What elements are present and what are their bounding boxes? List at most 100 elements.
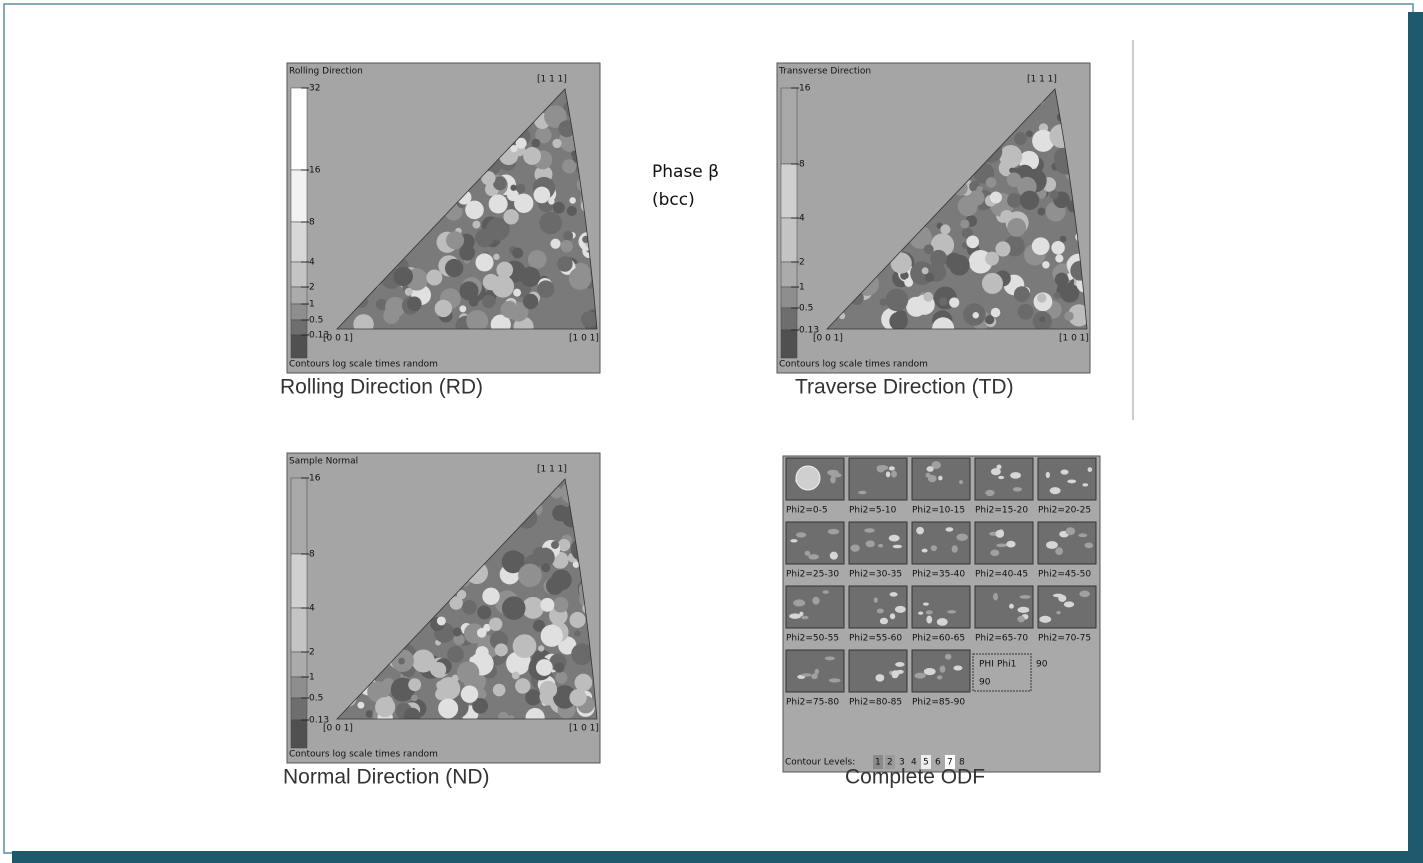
odf-spot <box>1013 487 1022 491</box>
texture-blob <box>973 312 979 318</box>
colorbar-label: 4 <box>799 214 805 224</box>
odf-section <box>975 458 1033 500</box>
colorbar-segment <box>291 652 307 677</box>
texture-blob <box>502 596 526 620</box>
texture-blob <box>548 198 554 204</box>
texture-blob <box>543 131 550 138</box>
texture-blob <box>904 278 913 287</box>
odf-spot <box>1055 547 1063 555</box>
odf-spot <box>1061 469 1069 474</box>
odf-spot <box>1066 527 1076 535</box>
odf-section-label: Phi2=40-45 <box>975 570 1028 580</box>
texture-blob <box>366 710 374 718</box>
pole-figure: Sample Normal1684210.50.13[1 1 1][0 0 1]… <box>287 453 603 763</box>
odf-spot <box>1064 601 1074 607</box>
odf-spot <box>895 662 904 667</box>
colorbar-segment <box>291 677 307 698</box>
odf-spot <box>893 545 902 548</box>
texture-blob <box>541 625 563 647</box>
pole-figure: Rolling Direction321684210.50.13[1 1 1][… <box>287 63 605 373</box>
corner-label: [1 1 1] <box>537 465 567 475</box>
colorbar-label: 2 <box>309 648 315 658</box>
colorbar-label: 1 <box>799 283 805 293</box>
texture-blob <box>523 294 538 309</box>
texture-blob <box>986 177 997 188</box>
texture-blob <box>407 296 422 311</box>
odf-section-label: Phi2=70-75 <box>1038 634 1091 644</box>
colorbar-segment <box>781 330 797 358</box>
texture-blob <box>1032 237 1050 255</box>
odf-spot <box>1046 541 1058 549</box>
texture-blob <box>540 681 558 699</box>
texture-blob <box>375 697 395 717</box>
odf-section-label: Phi2=0-5 <box>786 506 828 516</box>
texture-blob <box>435 300 452 317</box>
odf-spot <box>1067 479 1076 483</box>
odf-spot <box>1088 467 1093 472</box>
texture-blob <box>555 672 567 684</box>
odf-spot <box>793 599 805 606</box>
odf-spot <box>895 606 906 613</box>
texture-blob <box>985 252 999 266</box>
odf-spot <box>1020 595 1031 599</box>
texture-blob <box>514 194 533 213</box>
colorbar-segment <box>781 88 797 164</box>
odf-spot <box>1078 533 1087 537</box>
texture-blob <box>457 661 479 683</box>
colorbar-label: 0.5 <box>309 694 323 704</box>
texture-blob <box>503 209 518 224</box>
odf-spot <box>938 476 942 481</box>
odf-spot <box>808 554 819 559</box>
odf-section-label: Phi2=55-60 <box>849 634 902 644</box>
odf-legend-text: PHI <box>979 660 994 670</box>
colorbar-segment <box>291 170 307 222</box>
texture-blob <box>462 600 477 615</box>
odf-spot <box>959 480 963 484</box>
texture-blob <box>1018 304 1034 320</box>
odf-spot <box>823 590 829 594</box>
colorbar-label: 16 <box>309 474 321 484</box>
texture-blob <box>405 288 413 296</box>
texture-blob <box>552 505 568 521</box>
colorbar-segment <box>291 320 307 335</box>
colorbar-label: 8 <box>309 218 315 228</box>
texture-blob <box>1055 254 1063 262</box>
texture-blob <box>569 197 576 204</box>
texture-blob <box>476 646 489 659</box>
texture-blob <box>426 270 442 286</box>
texture-blob <box>477 628 487 638</box>
phase-label: Phase β <box>652 162 719 182</box>
odf-section-label: Phi2=65-70 <box>975 634 1028 644</box>
phase-label: (bcc) <box>652 190 695 210</box>
texture-blob <box>563 231 573 241</box>
odf-panel: Phi2=0-5Phi2=5-10Phi2=10-15Phi2=15-20Phi… <box>783 456 1100 772</box>
texture-blob <box>383 308 399 324</box>
odf-section-label: Phi2=85-90 <box>912 698 965 708</box>
texture-blob <box>523 147 541 165</box>
corner-label: [1 0 1] <box>569 334 599 344</box>
colorbar-segment <box>781 287 797 308</box>
odf-legend-text: 90 <box>1036 660 1048 670</box>
odf-spot <box>1050 487 1061 494</box>
colorbar-segment <box>781 308 797 330</box>
odf-spot <box>1046 472 1050 478</box>
colorbar-segment <box>291 88 307 170</box>
odf-spot <box>790 539 797 542</box>
texture-blob <box>880 298 888 306</box>
panel-footer: Contours log scale times random <box>289 360 438 370</box>
texture-blob <box>446 231 464 249</box>
texture-blob <box>1039 316 1045 322</box>
odf-spot <box>877 608 884 613</box>
odf-spot <box>829 678 841 682</box>
odf-section <box>786 586 844 628</box>
odf-section <box>975 522 1033 564</box>
texture-blob <box>489 617 502 630</box>
colorbar-label: 16 <box>799 84 811 94</box>
odf-spot <box>1009 604 1014 609</box>
texture-blob <box>408 678 421 691</box>
colorbar-segment <box>291 304 307 320</box>
corner-label: [1 1 1] <box>537 75 567 85</box>
odf-spot <box>923 602 929 605</box>
texture-blob <box>495 643 508 656</box>
texture-blob <box>438 698 458 718</box>
